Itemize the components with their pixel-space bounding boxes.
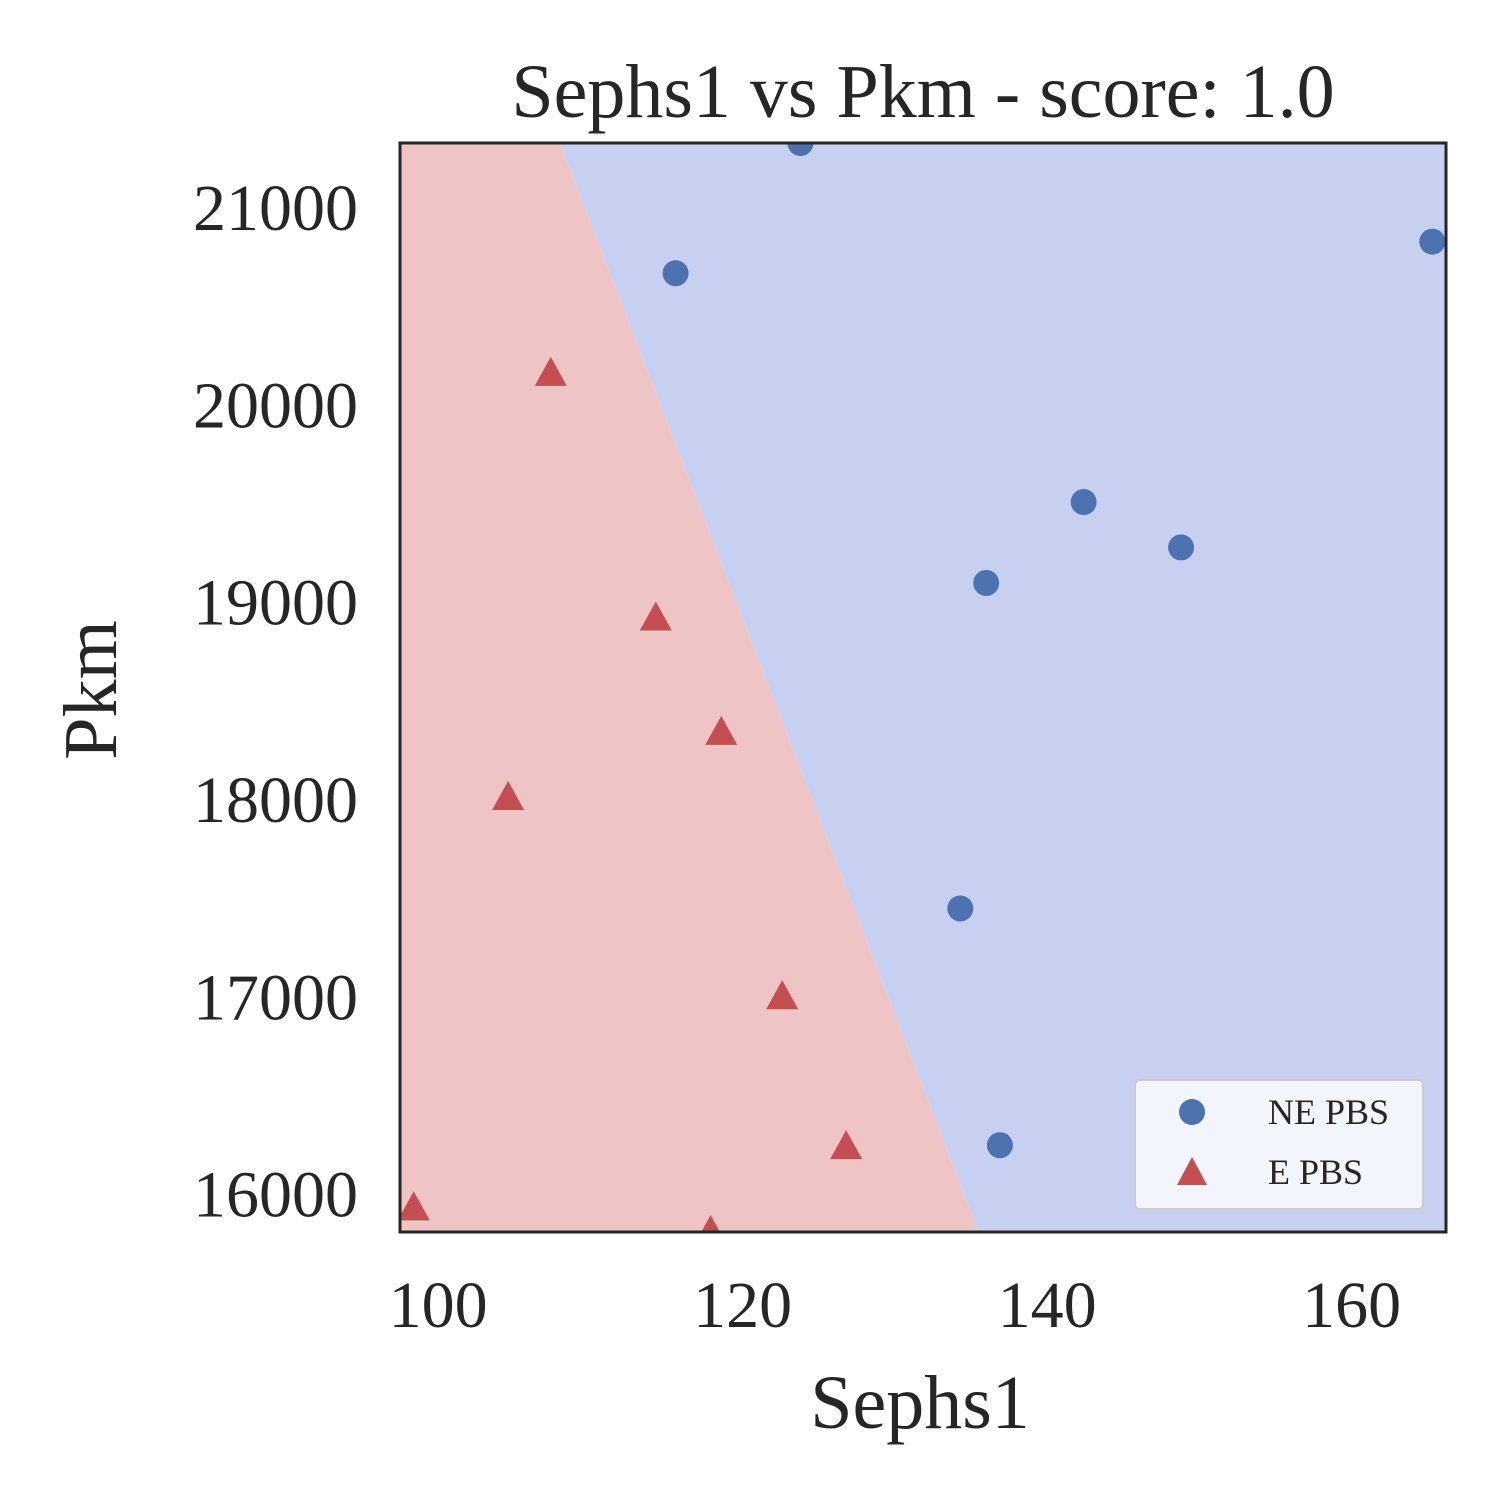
e-pbs-point-6 (400, 1191, 430, 1221)
ne-pbs-point-1 (662, 260, 689, 287)
y-axis-label: Pkm (49, 620, 133, 759)
e-pbs-point-7 (701, 1215, 720, 1232)
x-tick-label: 160 (1302, 1269, 1401, 1342)
e-pbs-point-2 (705, 715, 738, 745)
ne-pbs-point-2 (1419, 228, 1446, 255)
y-tick-label: 17000 (193, 961, 358, 1034)
legend-label-e-pbs: E PBS (1268, 1152, 1363, 1192)
e-pbs-point-0 (534, 356, 567, 386)
ne-pbs-point-0 (787, 143, 814, 156)
legend-marker-ne-pbs (1179, 1099, 1205, 1125)
e-pbs-point-5 (830, 1130, 863, 1160)
e-pbs-point-1 (639, 601, 672, 631)
chart-title: Sephs1 vs Pkm - score: 1.0 (511, 50, 1334, 134)
y-tick-label: 21000 (193, 172, 358, 245)
legend-label-ne-pbs: NE PBS (1268, 1092, 1389, 1132)
region-ne-pbs (559, 143, 1446, 1232)
y-tick-label: 19000 (193, 567, 358, 640)
ne-pbs-point-4 (1168, 534, 1195, 561)
decision-regions (400, 143, 1446, 1232)
data-markers (400, 143, 1446, 1232)
y-tick-label: 20000 (193, 369, 358, 442)
x-tick-label: 100 (389, 1269, 488, 1342)
x-axis-label: Sephs1 (810, 1361, 1030, 1445)
ne-pbs-point-6 (947, 895, 974, 922)
y-tick-label: 16000 (193, 1159, 358, 1232)
legend-box (1134, 1079, 1424, 1210)
e-pbs-point-3 (492, 780, 525, 810)
x-tick-label: 120 (693, 1269, 792, 1342)
ne-pbs-point-5 (973, 569, 1000, 596)
region-e-pbs (400, 143, 979, 1232)
x-axis-ticks: 100 120 140 160 (389, 1269, 1402, 1342)
e-pbs-point-4 (766, 980, 799, 1010)
y-axis-ticks: 16000 17000 18000 19000 20000 21000 (193, 172, 358, 1231)
legend: NE PBS E PBS (1134, 1079, 1424, 1210)
ne-pbs-point-3 (1070, 489, 1097, 516)
plot-frame (398, 141, 1448, 1234)
x-tick-label: 140 (998, 1269, 1097, 1342)
legend-marker-e-pbs (1177, 1157, 1207, 1185)
ne-pbs-point-7 (986, 1132, 1013, 1159)
y-tick-label: 18000 (193, 764, 358, 837)
